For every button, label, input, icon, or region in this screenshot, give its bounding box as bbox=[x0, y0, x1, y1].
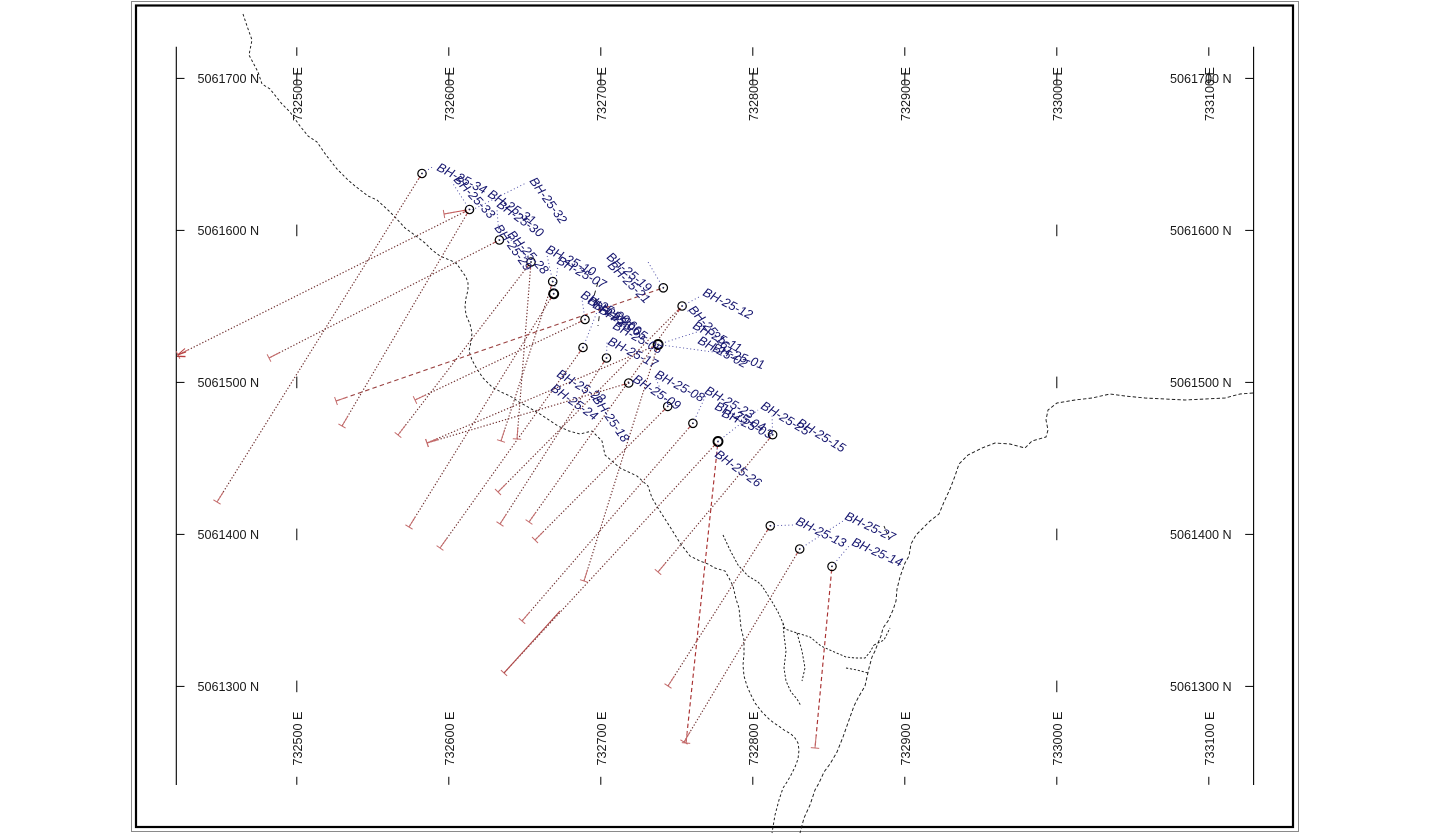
svg-text:732800 E: 732800 E bbox=[747, 67, 761, 121]
svg-text:5061500 N: 5061500 N bbox=[1170, 376, 1232, 390]
svg-text:733000 E: 733000 E bbox=[1051, 67, 1065, 121]
svg-text:732500 E: 732500 E bbox=[291, 67, 305, 121]
svg-text:5061700 N: 5061700 N bbox=[1170, 72, 1232, 86]
svg-text:732600 E: 732600 E bbox=[443, 67, 457, 121]
svg-text:5061600 N: 5061600 N bbox=[1170, 224, 1232, 238]
svg-text:732900 E: 732900 E bbox=[899, 67, 913, 121]
svg-text:5061300 N: 5061300 N bbox=[198, 680, 260, 694]
svg-text:5061500 N: 5061500 N bbox=[198, 376, 260, 390]
svg-text:733000 E: 733000 E bbox=[1051, 712, 1065, 766]
svg-text:732500 E: 732500 E bbox=[291, 712, 305, 766]
svg-text:732700 E: 732700 E bbox=[595, 67, 609, 121]
svg-text:733100 E: 733100 E bbox=[1203, 67, 1217, 121]
svg-text:5061400 N: 5061400 N bbox=[1170, 528, 1232, 542]
svg-text:5061300 N: 5061300 N bbox=[1170, 680, 1232, 694]
svg-text:5061400 N: 5061400 N bbox=[198, 528, 260, 542]
svg-text:5061700 N: 5061700 N bbox=[198, 72, 260, 86]
svg-text:732900 E: 732900 E bbox=[899, 712, 913, 766]
svg-text:732800 E: 732800 E bbox=[747, 712, 761, 766]
svg-text:733100 E: 733100 E bbox=[1203, 712, 1217, 766]
svg-text:732700 E: 732700 E bbox=[595, 712, 609, 766]
svg-text:5061600 N: 5061600 N bbox=[198, 224, 260, 238]
svg-text:732600 E: 732600 E bbox=[443, 712, 457, 766]
